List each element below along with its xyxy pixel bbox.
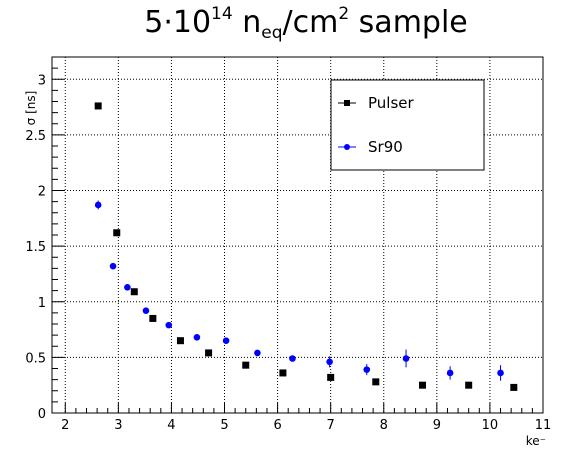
- sr90-point: [446, 369, 454, 377]
- legend-pulser-label: Pulser: [368, 94, 414, 112]
- x-tick-label: 9: [433, 418, 441, 433]
- sr90-point: [254, 349, 261, 357]
- x-tick-label: 10: [482, 418, 499, 433]
- sr90-point: [289, 355, 296, 362]
- title-n: n: [232, 5, 262, 40]
- title-unit: /cm: [282, 5, 339, 40]
- title-prefix: 5·10: [144, 5, 212, 40]
- pulser-point: [419, 381, 427, 389]
- legend-sr90-marker: [344, 144, 350, 150]
- pulser-point: [205, 349, 213, 357]
- sr90-point: [402, 355, 410, 362]
- legend: Pulser Sr90: [330, 79, 485, 171]
- y-tick-label: 1: [38, 296, 46, 311]
- y-tick-label: 0.5: [25, 351, 46, 366]
- data-layer: [94, 102, 518, 391]
- pulser-point: [113, 229, 121, 237]
- sr90-point: [109, 262, 117, 270]
- pulser-point: [279, 369, 287, 377]
- pulser-point: [94, 102, 102, 110]
- pulser-point: [149, 314, 157, 322]
- x-tick-label: 3: [114, 418, 122, 433]
- sr90-point: [94, 201, 102, 209]
- y-tick-label: 3: [38, 73, 46, 88]
- legend-box: [330, 79, 485, 171]
- title-subscript: eq: [261, 23, 283, 43]
- y-tick-label: 2: [38, 185, 46, 200]
- x-tick-label: 6: [273, 418, 281, 433]
- title-suffix: sample: [349, 5, 468, 40]
- x-tick-label: 8: [380, 418, 388, 433]
- sr90-point: [363, 366, 371, 373]
- pulser-point: [465, 381, 473, 389]
- title-exponent: 14: [211, 4, 233, 24]
- y-tick-label: 0: [38, 407, 46, 422]
- pulser-point: [372, 378, 380, 386]
- pulser-point: [510, 383, 518, 391]
- y-tick-label: 2.5: [25, 129, 46, 144]
- legend-sr90-label: Sr90: [368, 138, 403, 156]
- tick-layer: 2 3 4 5 6 7 8 9 10 11 0 0.5 1 1.5 2 2.5 3: [25, 56, 552, 433]
- y-tick-label: 1.5: [25, 240, 46, 255]
- sr90-point: [142, 307, 150, 314]
- sr90-point: [193, 334, 201, 341]
- x-tick-label: 7: [327, 418, 335, 433]
- pulser-point: [130, 288, 138, 296]
- pulser-point: [242, 361, 250, 369]
- sr90-point: [497, 369, 504, 377]
- sr90-point: [165, 321, 173, 329]
- x-tick-label: 11: [535, 418, 552, 433]
- sr90-point: [124, 283, 131, 291]
- x-tick-label: 5: [220, 418, 228, 433]
- x-axis-label: ke⁻: [526, 434, 546, 448]
- title-unit-exponent: 2: [338, 4, 350, 24]
- y-axis-label: σ [ns]: [24, 91, 38, 126]
- x-tick-label: 4: [167, 418, 175, 433]
- pulser-point: [176, 337, 184, 345]
- x-tick-label: 2: [61, 418, 69, 433]
- pulser-point: [327, 373, 335, 381]
- sr90-point: [222, 337, 230, 344]
- legend-pulser-marker: [344, 100, 350, 106]
- sr90-point: [326, 358, 333, 366]
- chart-title: 5·1014 neq/cm2 sample: [0, 4, 562, 43]
